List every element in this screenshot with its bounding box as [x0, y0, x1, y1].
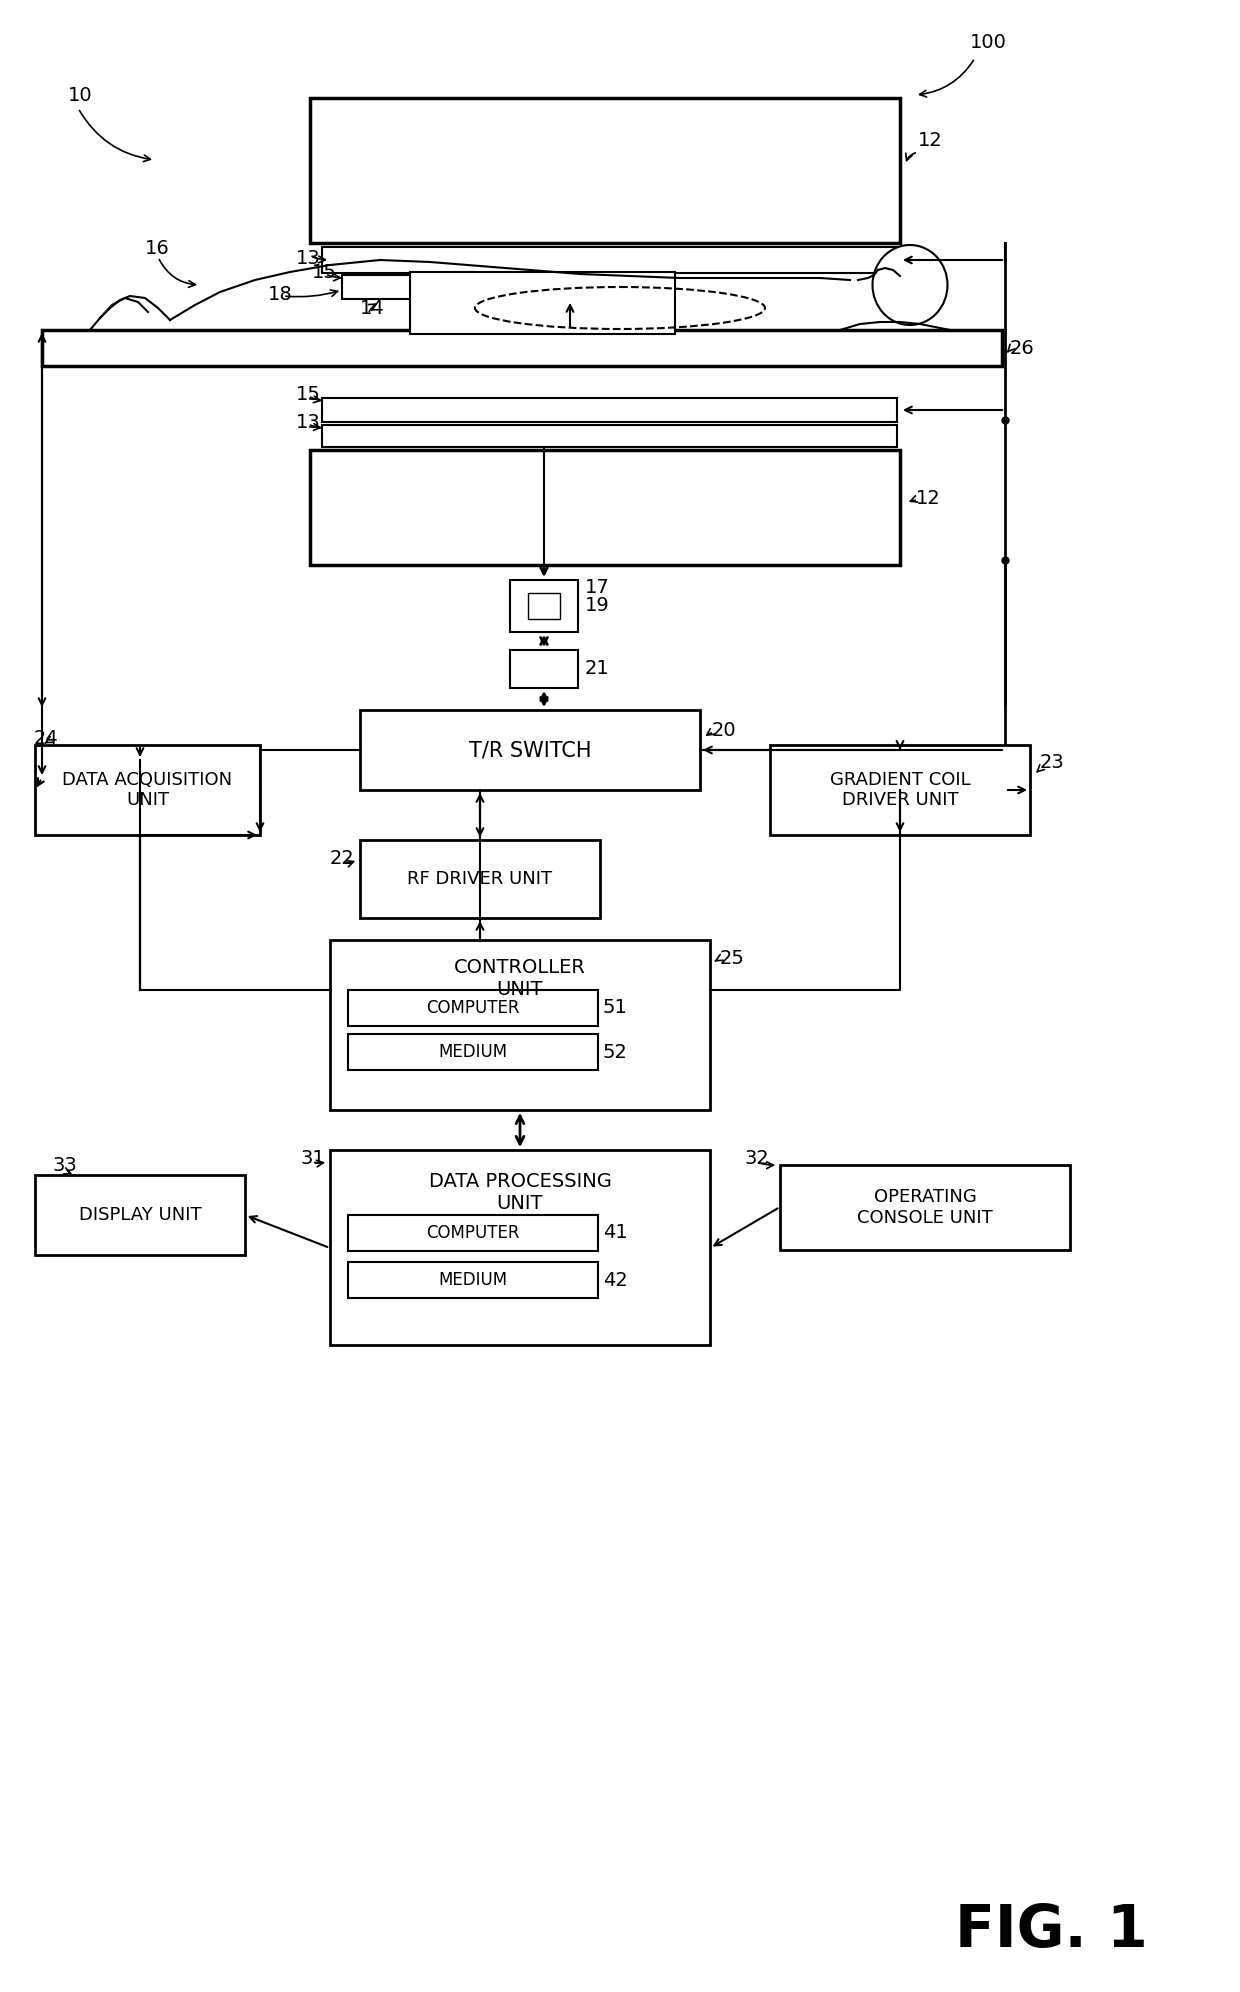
- Bar: [322, 398, 897, 422]
- Text: 100: 100: [970, 32, 1007, 52]
- Text: CONTROLLER
UNIT: CONTROLLER UNIT: [454, 958, 587, 998]
- Text: 51: 51: [603, 998, 627, 1016]
- Text: 32: 32: [745, 1149, 770, 1167]
- Bar: [348, 990, 598, 1026]
- Text: 16: 16: [145, 239, 170, 257]
- Text: 23: 23: [1040, 753, 1065, 771]
- Text: 31: 31: [300, 1149, 325, 1167]
- Bar: [35, 745, 260, 835]
- Text: 12: 12: [916, 488, 941, 508]
- Bar: [310, 98, 900, 243]
- Text: 17: 17: [585, 578, 610, 596]
- Text: DATA PROCESSING
UNIT: DATA PROCESSING UNIT: [429, 1171, 611, 1213]
- Text: COMPUTER: COMPUTER: [427, 1000, 520, 1018]
- Bar: [348, 1215, 598, 1251]
- Text: 25: 25: [720, 948, 745, 968]
- Bar: [35, 1175, 246, 1255]
- Bar: [360, 841, 600, 918]
- Text: 42: 42: [603, 1271, 627, 1289]
- Bar: [510, 649, 578, 687]
- Text: DISPLAY UNIT: DISPLAY UNIT: [78, 1205, 201, 1223]
- Bar: [322, 424, 897, 446]
- Text: 22: 22: [330, 849, 355, 867]
- Text: T/R SWITCH: T/R SWITCH: [469, 739, 591, 761]
- Text: 13: 13: [296, 249, 321, 267]
- Bar: [322, 247, 897, 273]
- Text: DATA ACQUISITION
UNIT: DATA ACQUISITION UNIT: [62, 771, 233, 809]
- Text: 10: 10: [68, 86, 93, 104]
- Text: FIG. 1: FIG. 1: [955, 1902, 1148, 1958]
- Text: RF DRIVER UNIT: RF DRIVER UNIT: [408, 871, 553, 888]
- Bar: [330, 1149, 711, 1345]
- Text: 52: 52: [603, 1042, 627, 1062]
- Text: 12: 12: [918, 131, 942, 149]
- Bar: [410, 273, 675, 335]
- Text: 24: 24: [33, 729, 58, 747]
- Bar: [770, 745, 1030, 835]
- Text: GRADIENT COIL
DRIVER UNIT: GRADIENT COIL DRIVER UNIT: [830, 771, 971, 809]
- Text: 21: 21: [585, 659, 610, 677]
- Bar: [342, 275, 627, 299]
- Bar: [310, 450, 900, 566]
- Bar: [348, 1034, 598, 1070]
- Text: 19: 19: [585, 596, 610, 614]
- Bar: [360, 709, 701, 791]
- Bar: [348, 1263, 598, 1299]
- Text: 33: 33: [52, 1155, 77, 1175]
- Text: MEDIUM: MEDIUM: [439, 1271, 507, 1289]
- Text: MEDIUM: MEDIUM: [439, 1044, 507, 1062]
- Bar: [42, 331, 1002, 367]
- Bar: [528, 594, 560, 620]
- Text: 20: 20: [712, 721, 737, 739]
- Text: 41: 41: [603, 1223, 627, 1241]
- Text: 18: 18: [268, 285, 293, 303]
- Ellipse shape: [873, 245, 947, 325]
- Text: 13: 13: [296, 412, 321, 432]
- Text: 26: 26: [1011, 339, 1034, 357]
- Bar: [780, 1165, 1070, 1251]
- Bar: [510, 580, 578, 631]
- Text: 15: 15: [296, 384, 321, 404]
- Text: 14: 14: [360, 299, 384, 317]
- Text: COMPUTER: COMPUTER: [427, 1223, 520, 1241]
- Text: OPERATING
CONSOLE UNIT: OPERATING CONSOLE UNIT: [857, 1187, 993, 1227]
- Bar: [330, 940, 711, 1110]
- Text: 15: 15: [312, 263, 337, 281]
